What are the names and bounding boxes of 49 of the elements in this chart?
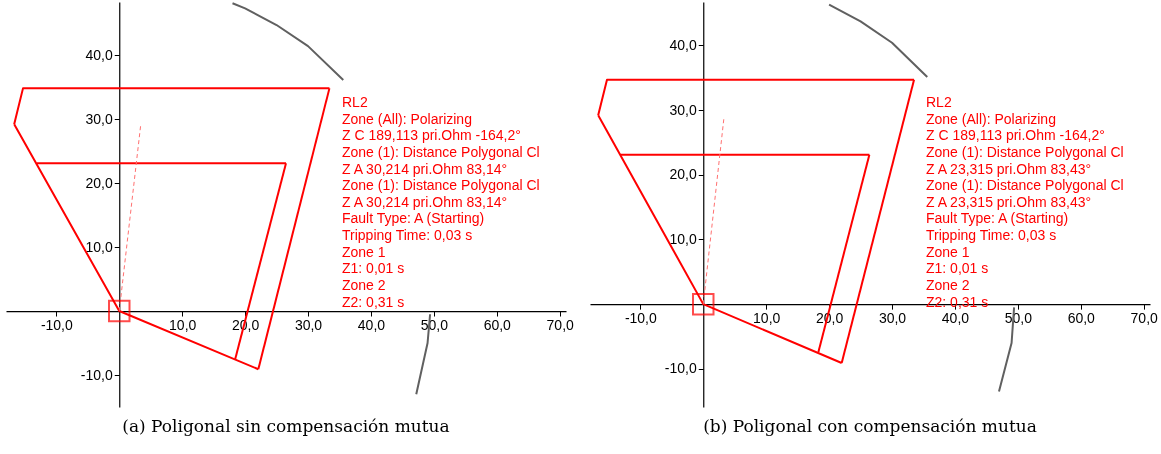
annotation: Zone (All): Polarizing: [926, 110, 1056, 127]
annotation: RL2: [926, 94, 952, 111]
annotation: Fault Type: A (Starting): [926, 210, 1069, 227]
annotation: Fault Type: A (Starting): [342, 210, 485, 227]
annotation: Zone (1): Distance Polygonal Cl: [342, 144, 540, 161]
annotation: Tripping Time: 0,03 s: [926, 227, 1057, 244]
annotation: Zone (1): Distance Polygonal Cl: [342, 177, 540, 194]
annotation: Z1: 0,01 s: [342, 260, 405, 277]
annotation: Z A 30,214 pri.Ohm 83,14°: [342, 193, 508, 210]
x-tick-label: 70,0: [1130, 309, 1159, 326]
y-tick-label: 20,0: [669, 166, 697, 183]
annotation: Zone 1: [342, 243, 386, 260]
annotation: Z A 30,214 pri.Ohm 83,14°: [342, 160, 508, 177]
y-tick-label: -10,0: [664, 360, 697, 377]
x-tick-label: 30,0: [294, 316, 323, 333]
x-tick-label: 10,0: [169, 316, 197, 333]
annotation: Zone 1: [926, 243, 970, 260]
text: (a) Poligonal sin compensación mutua: [122, 416, 450, 436]
x-tick-label: 10,0: [753, 309, 781, 326]
x-tick-label: -10,0: [40, 316, 73, 333]
annotation: Zone 2: [342, 276, 386, 293]
y-tick-label: 40,0: [85, 46, 113, 63]
annotation: Zone (1): Distance Polygonal Cl: [926, 144, 1124, 161]
annotation: Zone (1): Distance Polygonal Cl: [926, 177, 1124, 194]
annotation: Zone 2: [926, 276, 970, 293]
annotation: Tripping Time: 0,03 s: [342, 227, 473, 244]
annotation: Z2: 0,31 s: [342, 293, 405, 310]
x-tick-label: -10,0: [624, 309, 657, 326]
x-tick-label: 40,0: [941, 309, 970, 326]
annotation: Z1: 0,01 s: [926, 260, 989, 277]
annotation: Z C 189,113 pri.Ohm -164,2°: [342, 127, 521, 144]
x-tick-label: 60,0: [1067, 309, 1096, 326]
annotation: Z A 23,315 pri.Ohm 83,43°: [926, 160, 1092, 177]
y-tick-label: 10,0: [85, 238, 113, 255]
x-tick-label: 40,0: [357, 316, 386, 333]
x-tick-label: 60,0: [483, 316, 512, 333]
annotation: RL2: [342, 94, 368, 111]
x-tick-label: 30,0: [878, 309, 907, 326]
y-tick-label: 30,0: [669, 101, 697, 118]
annotation: Zone (All): Polarizing: [342, 110, 472, 127]
annotation: Z C 189,113 pri.Ohm -164,2°: [926, 127, 1105, 144]
y-tick-label: -10,0: [80, 366, 113, 383]
y-tick-label: 10,0: [669, 230, 697, 247]
y-tick-label: 30,0: [85, 110, 113, 127]
annotation: Z A 23,315 pri.Ohm 83,43°: [926, 193, 1092, 210]
text: (b) Poligonal con compensación mutua: [703, 416, 1037, 436]
x-tick-label: 70,0: [546, 316, 575, 333]
y-tick-label: 40,0: [669, 36, 697, 53]
y-tick-label: 20,0: [85, 174, 113, 191]
